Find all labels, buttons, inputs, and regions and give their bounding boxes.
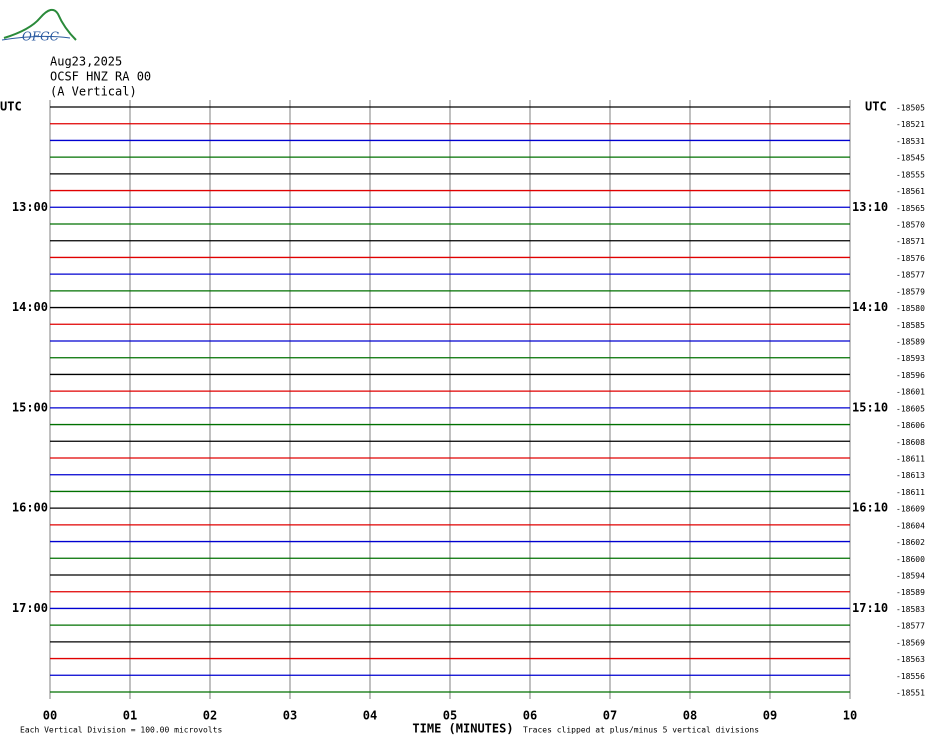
trace-offset: -18571 [896, 237, 925, 246]
x-axis-label: TIME (MINUTES) [412, 722, 513, 736]
trace-offset: -18555 [896, 170, 925, 179]
trace-offset: -18611 [896, 488, 925, 497]
trace-offset: -18579 [896, 287, 925, 296]
left-time-label: 16:00 [12, 501, 48, 515]
trace-offset: -18556 [896, 672, 925, 681]
x-tick-label: 04 [363, 709, 377, 723]
header-date: Aug23,2025 [50, 55, 122, 69]
trace-offset: -18570 [896, 221, 925, 230]
trace-offset: -18608 [896, 438, 925, 447]
x-tick-label: 02 [203, 709, 217, 723]
x-tick-label: 10 [843, 709, 857, 723]
trace-offset: -18604 [896, 521, 925, 530]
trace-offset: -18606 [896, 421, 925, 430]
trace-offset: -18551 [896, 689, 925, 698]
trace-offset: -18593 [896, 354, 925, 363]
trace-offset: -18505 [896, 104, 925, 113]
footer-clip: Traces clipped at plus/minus 5 vertical … [523, 726, 759, 735]
x-tick-label: 01 [123, 709, 137, 723]
trace-offset: -18521 [896, 120, 925, 129]
trace-offset: -18611 [896, 455, 925, 464]
left-time-label: 17:00 [12, 601, 48, 615]
left-unit: UTC [0, 100, 22, 114]
trace-offset: -18605 [896, 404, 925, 413]
logo-swoosh [3, 8, 77, 41]
right-time-label: 17:10 [852, 601, 888, 615]
trace-offset: -18589 [896, 588, 925, 597]
left-time-label: 14:00 [12, 300, 48, 314]
right-unit: UTC [865, 100, 887, 114]
header-station: OCSF HNZ RA 00 [50, 70, 151, 84]
x-tick-label: 07 [603, 709, 617, 723]
trace-offset: -18563 [896, 655, 925, 664]
footer-scale: Each Vertical Division = 100.00 microvol… [20, 726, 222, 735]
header-component: (A Vertical) [50, 85, 137, 99]
logo-text: OFGC [22, 30, 59, 44]
right-time-label: 13:10 [852, 200, 888, 214]
trace-offset: -18596 [896, 371, 925, 380]
trace-offset: -18545 [896, 154, 925, 163]
x-tick-label: 03 [283, 709, 297, 723]
x-tick-label: 09 [763, 709, 777, 723]
trace-offset: -18589 [896, 338, 925, 347]
right-time-label: 14:10 [852, 300, 888, 314]
trace-offset: -18583 [896, 605, 925, 614]
trace-offset: -18577 [896, 271, 925, 280]
trace-offset: -18580 [896, 304, 925, 313]
x-tick-label: 06 [523, 709, 537, 723]
x-tick-label: 08 [683, 709, 697, 723]
trace-offset: -18594 [896, 572, 925, 581]
x-tick-label: 05 [443, 709, 457, 723]
right-time-label: 16:10 [852, 501, 888, 515]
trace-offset: -18613 [896, 471, 925, 480]
trace-offset: -18561 [896, 187, 925, 196]
trace-offset: -18600 [896, 555, 925, 564]
trace-offset: -18577 [896, 622, 925, 631]
left-time-label: 15:00 [12, 400, 48, 414]
right-time-label: 15:10 [852, 400, 888, 414]
trace-offset: -18531 [896, 137, 925, 146]
trace-offset: -18601 [896, 388, 925, 397]
left-time-label: 13:00 [12, 200, 48, 214]
logo-line [1, 35, 71, 41]
trace-offset: -18585 [896, 321, 925, 330]
x-tick-label: 00 [43, 709, 57, 723]
trace-offset: -18602 [896, 538, 925, 547]
trace-offset: -18569 [896, 638, 925, 647]
trace-offset: -18565 [896, 204, 925, 213]
trace-offset: -18576 [896, 254, 925, 263]
trace-offset: -18609 [896, 505, 925, 514]
